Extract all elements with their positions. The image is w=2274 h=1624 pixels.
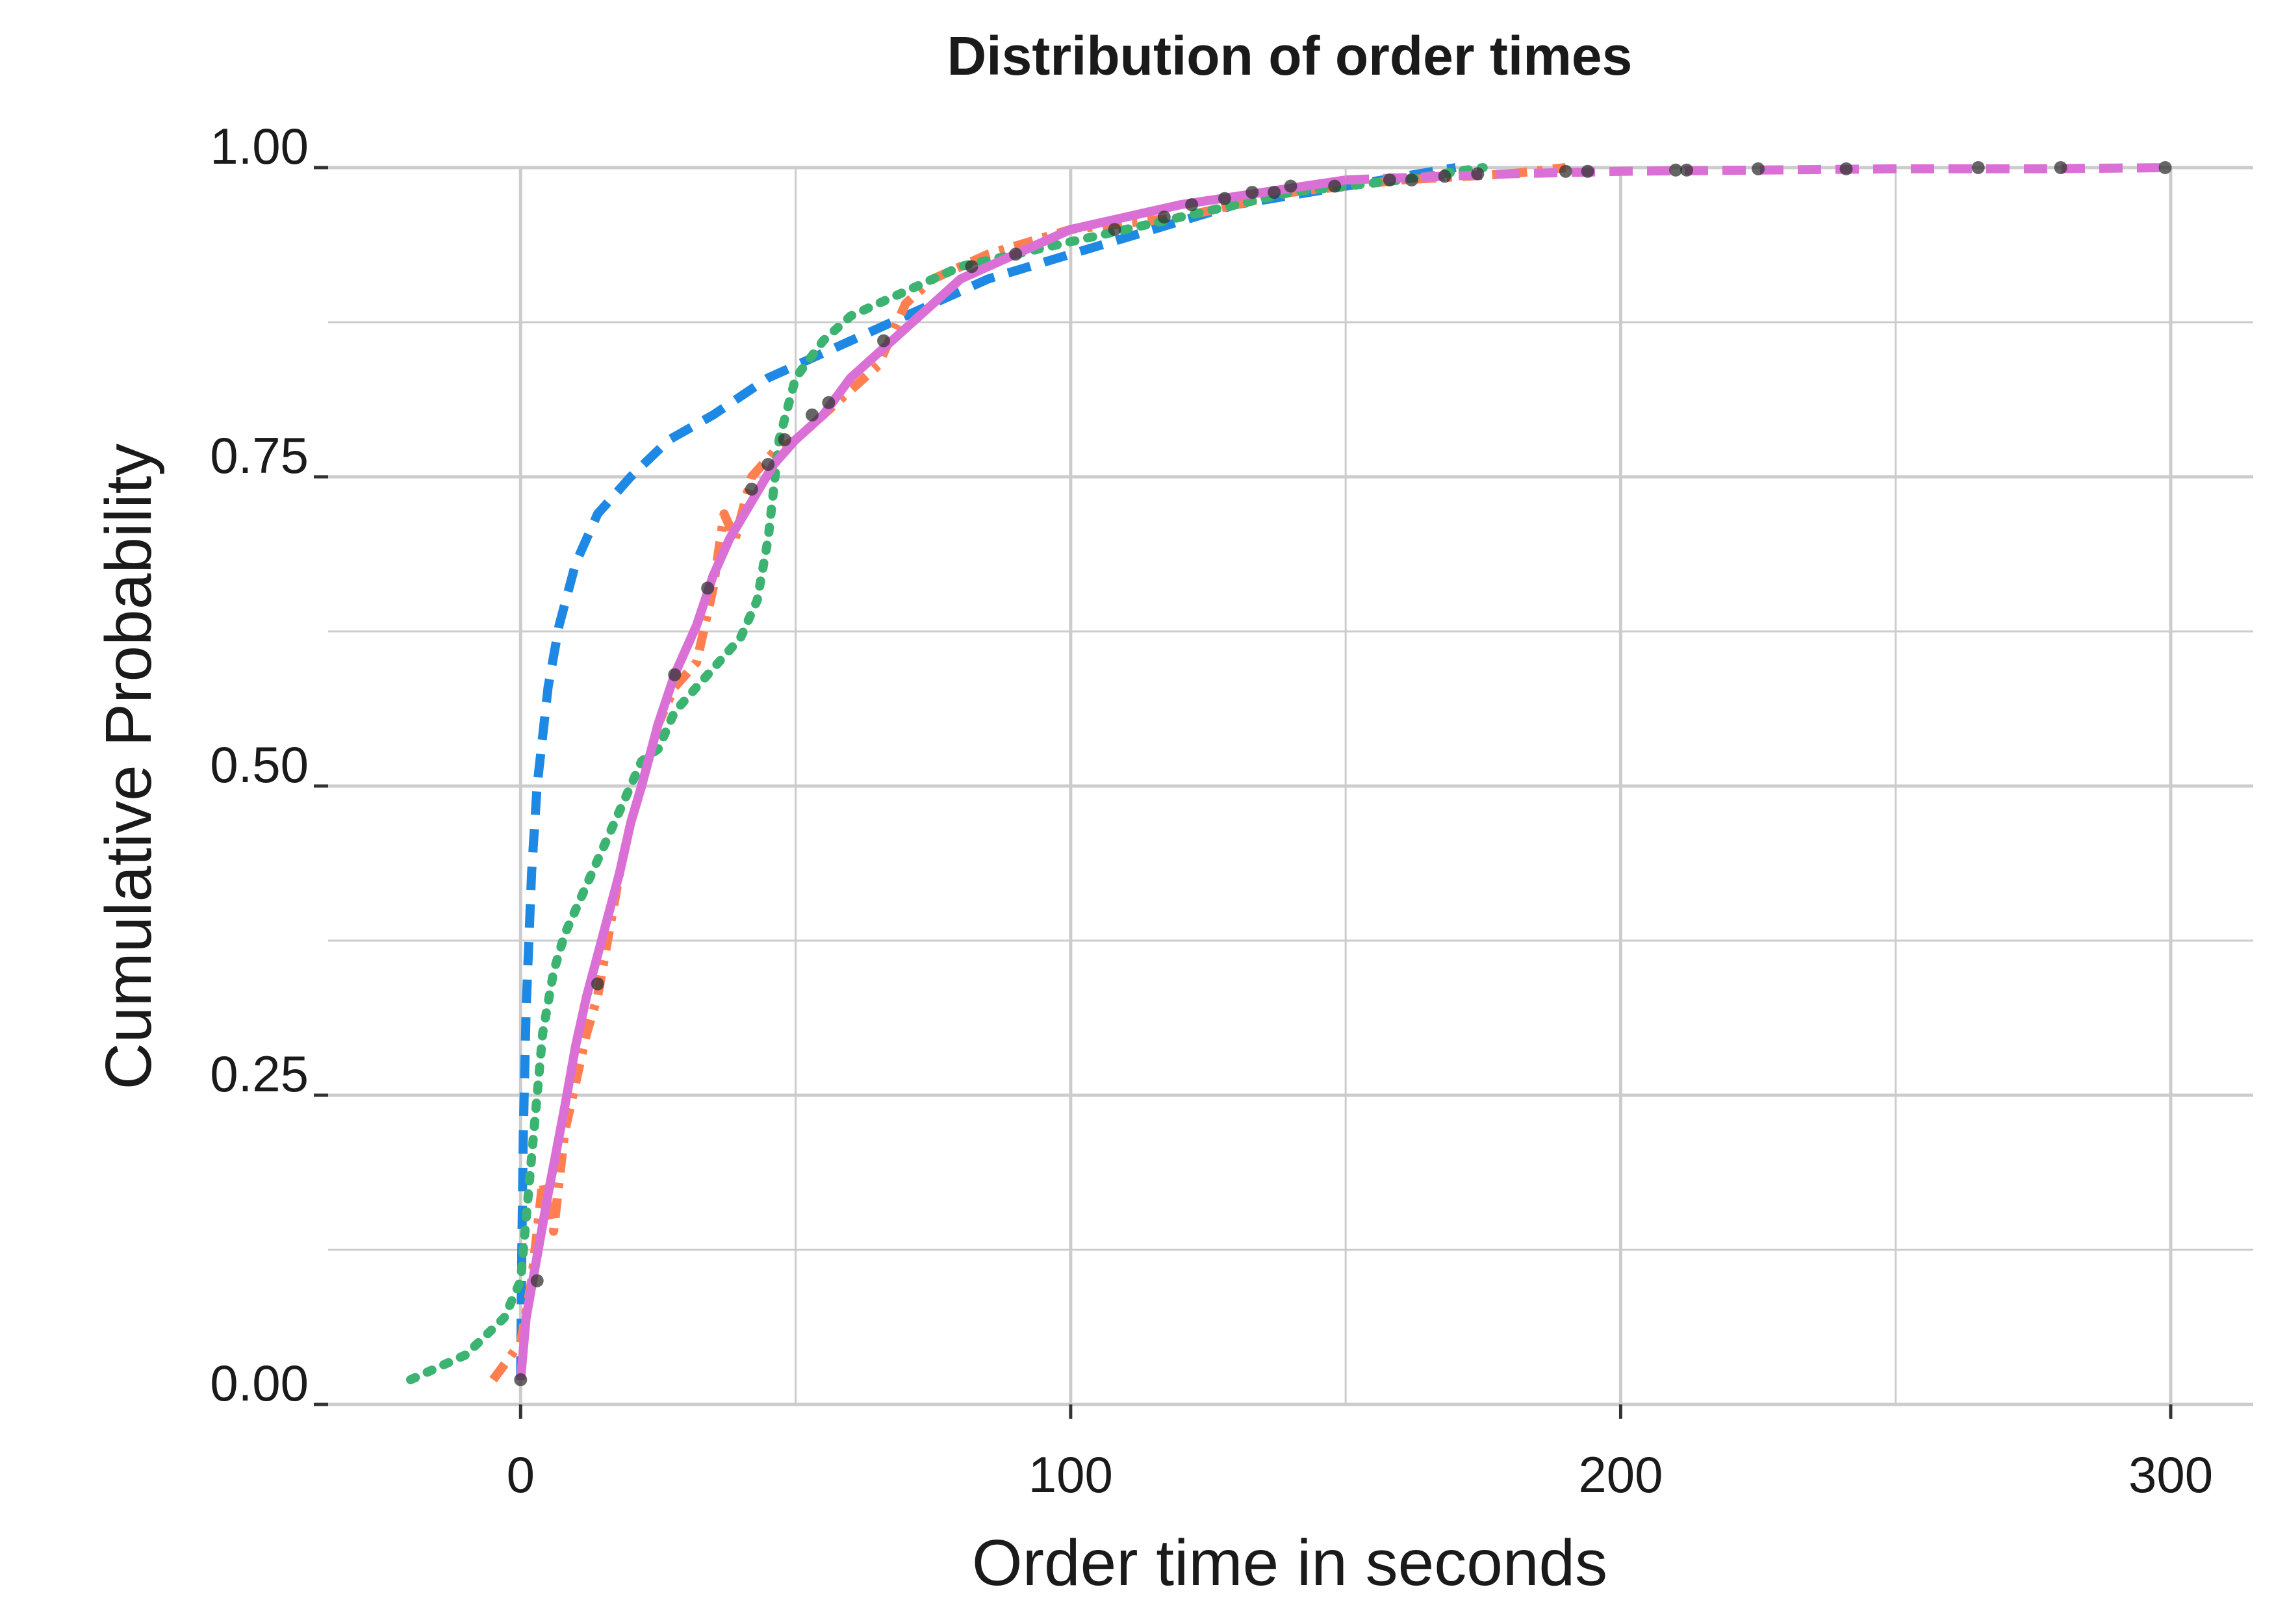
data-point [778,433,791,446]
data-point [1971,161,1985,174]
data-point [1328,179,1342,193]
data-point [668,668,682,681]
y-tick-label: 0.25 [210,1045,309,1102]
data-point [877,334,891,348]
data-point [1581,164,1594,178]
data-point [1108,223,1121,236]
data-point [591,977,604,991]
data-point [1185,198,1199,212]
data-point [1471,167,1485,181]
x-tick-label: 200 [1578,1446,1663,1503]
data-point [2158,161,2172,174]
data-point [1438,170,1451,183]
data-point [1268,186,1281,199]
data-point [1157,210,1171,224]
y-tick-label: 0.00 [210,1354,309,1412]
data-point [1752,162,1765,175]
x-tick-label: 0 [507,1446,535,1503]
chart-title: Distribution of order times [947,25,1633,86]
data-point [1383,173,1396,187]
x-tick-label: 100 [1028,1446,1113,1503]
data-point [1009,247,1023,261]
data-point [761,457,775,471]
data-point [530,1274,544,1288]
series-line-5 [1345,163,2171,184]
grid [328,166,2253,1406]
ticks-layer: 0 100 200 300 0.00 0.25 0.50 0.75 1.00 [210,118,2213,1503]
data-point [1669,163,1683,177]
data-point [1218,192,1231,205]
series-line-2 [489,163,1566,1383]
y-tick-label: 0.50 [210,736,309,793]
data-point [965,260,978,273]
data-point [1559,164,1572,178]
data-point [805,408,819,422]
data-point [1680,163,1694,177]
y-tick-label: 1.00 [210,118,309,175]
data-point [1405,173,1418,187]
data-point [701,581,715,595]
x-tick-label: 300 [2128,1446,2213,1503]
series-line-1 [516,163,1457,1380]
data-point [514,1373,528,1386]
data-point [2054,161,2067,174]
x-axis-title: Order time in seconds [972,1527,1607,1599]
points-layer [514,161,2172,1386]
data-point [1284,179,1297,193]
data-point [1246,186,1259,199]
y-tick-label: 0.75 [210,427,309,484]
data-point [1839,162,1853,175]
data-point [822,396,836,409]
data-point [745,483,758,496]
y-axis-title: Cumulative Probability [92,444,165,1090]
